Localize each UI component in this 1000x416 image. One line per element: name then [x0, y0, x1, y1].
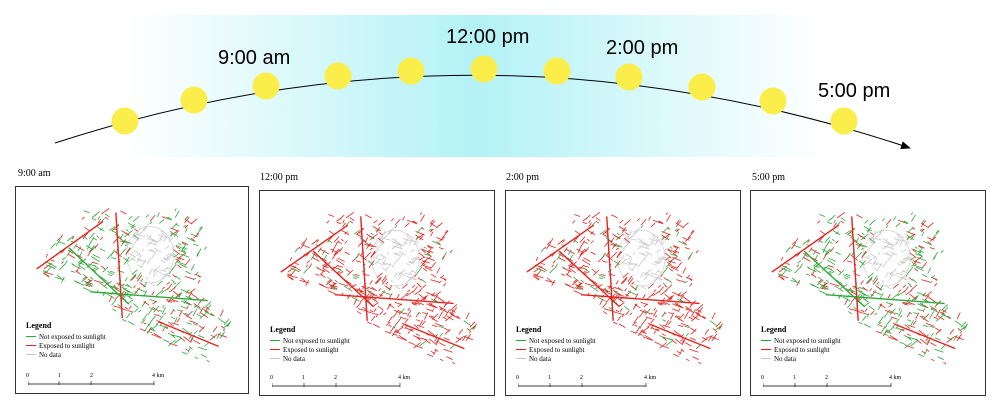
legend-swatch-red — [270, 349, 280, 350]
legend-swatch-gray — [516, 358, 526, 359]
legend-item-not-exposed: Not exposed to sunlight — [26, 332, 106, 341]
map-legend: Legend Not exposed to sunlight Exposed t… — [26, 321, 106, 359]
legend-swatch-gray — [26, 354, 36, 355]
legend-item-exposed: Exposed to sunlight — [516, 345, 596, 354]
street-map — [771, 211, 968, 365]
sun-icon-11 — [830, 107, 858, 135]
legend-swatch-gray — [270, 358, 280, 359]
street-segments — [280, 211, 477, 365]
street-segments — [771, 211, 968, 365]
legend-item-exposed: Exposed to sunlight — [270, 345, 350, 354]
panel-time-5pm: 5:00 pm — [752, 172, 786, 183]
legend-title: Legend — [26, 321, 52, 330]
sun-icon-8 — [615, 63, 643, 91]
legend-item-not-exposed: Not exposed to sunlight — [761, 336, 841, 345]
sun-icon-5 — [397, 57, 425, 85]
scale-tick-4km: 4 km — [152, 373, 165, 379]
panel-time-2pm: 2:00 pm — [506, 172, 540, 183]
legend-swatch-green — [761, 340, 771, 341]
map-panel-5pm: Legend Not exposed to sunlight Exposed t… — [750, 190, 986, 396]
scale-tick-2: 2 — [90, 373, 93, 379]
legend-swatch-red — [761, 349, 771, 350]
scale-tick-1: 1 — [302, 375, 305, 381]
street-map — [36, 207, 231, 363]
scale-tick-0: 0 — [761, 375, 764, 381]
sun-icon-1 — [111, 107, 139, 135]
scale-tick-2: 2 — [334, 375, 337, 381]
scale-tick-4km: 4 km — [398, 375, 411, 381]
legend-item-not-exposed: Not exposed to sunlight — [270, 336, 350, 345]
map-panel-2pm: Legend Not exposed to sunlight Exposed t… — [505, 190, 741, 396]
scale-tick-4km: 4 km — [644, 375, 657, 381]
banner-label-9am: 9:00 am — [218, 47, 290, 69]
sun-icon-6 — [470, 55, 498, 83]
scale-tick-2: 2 — [580, 375, 583, 381]
legend-swatch-red — [516, 349, 526, 350]
banner-label-5pm: 5:00 pm — [818, 80, 890, 102]
panel-time-9am: 9:00 am — [18, 168, 51, 179]
map-legend: Legend Not exposed to sunlight Exposed t… — [516, 325, 596, 363]
scale-tick-0: 0 — [26, 373, 29, 379]
legend-title: Legend — [270, 325, 296, 334]
legend-item-no-data: No data — [516, 354, 596, 363]
sun-icon-10 — [759, 87, 787, 115]
sun-icon-7 — [543, 57, 571, 85]
sun-icon-3 — [252, 72, 280, 100]
map-panel-12pm: Legend Not exposed to sunlight Exposed t… — [259, 190, 495, 396]
legend-swatch-green — [516, 340, 526, 341]
legend-item-exposed: Exposed to sunlight — [761, 345, 841, 354]
street-map — [280, 211, 477, 365]
scale-tick-1: 1 — [58, 373, 61, 379]
legend-item-exposed: Exposed to sunlight — [26, 341, 106, 350]
sun-icon-2 — [180, 86, 208, 114]
sun-path-banner: 9:00 am 12:00 pm 2:00 pm 5:00 pm — [54, 15, 911, 157]
scale-tick-1: 1 — [548, 375, 551, 381]
map-legend: Legend Not exposed to sunlight Exposed t… — [761, 325, 841, 363]
banner-label-2pm: 2:00 pm — [606, 37, 678, 59]
scale-tick-0: 0 — [270, 375, 273, 381]
street-map — [526, 211, 723, 365]
banner-gradient-background — [60, 15, 890, 157]
legend-swatch-green — [270, 340, 280, 341]
legend-item-no-data: No data — [270, 354, 350, 363]
scale-bar — [763, 383, 892, 387]
panel-time-12pm: 12:00 pm — [260, 172, 299, 183]
street-segments — [36, 207, 231, 363]
scale-bar — [272, 383, 401, 387]
legend-title: Legend — [761, 325, 787, 334]
legend-title: Legend — [516, 325, 542, 334]
map-legend: Legend Not exposed to sunlight Exposed t… — [270, 325, 350, 363]
legend-item-not-exposed: Not exposed to sunlight — [516, 336, 596, 345]
scale-tick-2: 2 — [825, 375, 828, 381]
legend-swatch-red — [26, 345, 36, 346]
scale-tick-0: 0 — [516, 375, 519, 381]
street-segments — [526, 211, 723, 365]
banner-label-12pm: 12:00 pm — [446, 26, 529, 48]
sun-icon-9 — [688, 73, 716, 101]
scale-bar — [28, 381, 155, 385]
scale-bar — [518, 383, 647, 387]
legend-item-no-data: No data — [761, 354, 841, 363]
sun-icon-4 — [324, 62, 352, 90]
legend-item-no-data: No data — [26, 350, 106, 359]
map-panel-9am: Legend Not exposed to sunlight Exposed t… — [15, 186, 249, 394]
legend-swatch-green — [26, 336, 36, 337]
legend-swatch-gray — [761, 358, 771, 359]
scale-tick-4km: 4 km — [889, 375, 902, 381]
scale-tick-1: 1 — [793, 375, 796, 381]
